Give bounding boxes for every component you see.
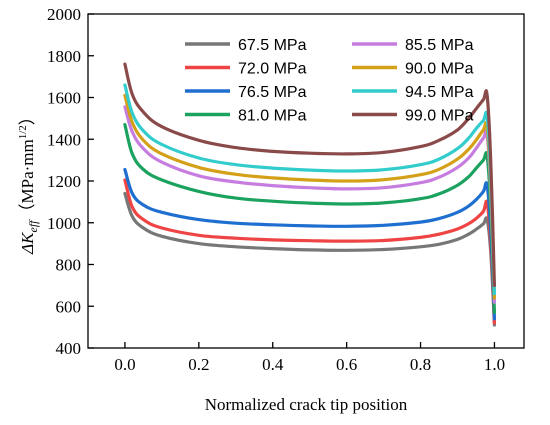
y-tick-label-3: 1000 [47, 214, 81, 233]
y-label-subscript: eff [26, 219, 40, 233]
legend: 67.5 MPa 72.0 MPa 76.5 MPa 81.0 MPa 85.5 MPa… [185, 37, 474, 125]
y-tick-label-5: 1400 [47, 130, 81, 149]
y-label-unit-close: ） [18, 108, 37, 125]
y-label-exponent: 1/2 [17, 125, 29, 139]
x-tick-label-1: 0.2 [188, 355, 209, 374]
y-tick-label-4: 1200 [47, 172, 81, 191]
y-axis-label: ΔKeff（MPa·mm1/2） [17, 108, 40, 255]
series-layer [123, 62, 496, 327]
x-tick-label-5: 1.0 [484, 355, 505, 374]
y-label-symbol: ΔK [18, 231, 37, 255]
legend-label-2: 76.5 MPa [238, 84, 307, 101]
series-line-1 [123, 178, 496, 325]
series-line-7 [123, 62, 496, 287]
legend-label-7: 99.0 MPa [405, 108, 474, 125]
legend-label-4: 85.5 MPa [405, 37, 474, 54]
series-line-5 [123, 93, 496, 300]
series-line-4 [123, 105, 496, 304]
x-axis-label: Normalized crack tip position [205, 395, 408, 414]
series-line-6 [123, 83, 496, 296]
ticks-layer: 0.0 0.2 0.4 0.6 0.8 1.0 400 600 800 1000 1200 1400 1… [47, 5, 505, 374]
y-tick-label-2: 800 [56, 256, 82, 275]
x-tick-label-3: 0.6 [336, 355, 357, 374]
legend-label-0: 67.5 MPa [238, 37, 307, 54]
legend-label-6: 94.5 MPa [405, 84, 474, 101]
legend-label-3: 81.0 MPa [238, 108, 307, 125]
series-line-3 [123, 123, 496, 315]
series-line-0 [123, 191, 496, 327]
y-tick-label-0: 400 [56, 339, 82, 358]
y-tick-label-6: 1600 [47, 89, 81, 108]
x-tick-label-2: 0.4 [262, 355, 284, 374]
legend-label-1: 72.0 MPa [238, 61, 307, 78]
y-tick-label-8: 2000 [47, 5, 81, 24]
y-tick-label-1: 600 [56, 297, 82, 316]
series-line-2 [123, 167, 496, 321]
legend-label-5: 90.0 MPa [405, 61, 474, 78]
y-tick-label-7: 1800 [47, 47, 81, 66]
x-tick-label-4: 0.8 [410, 355, 431, 374]
x-tick-label-0: 0.0 [114, 355, 135, 374]
y-label-unit: （MPa·mm [18, 139, 37, 220]
